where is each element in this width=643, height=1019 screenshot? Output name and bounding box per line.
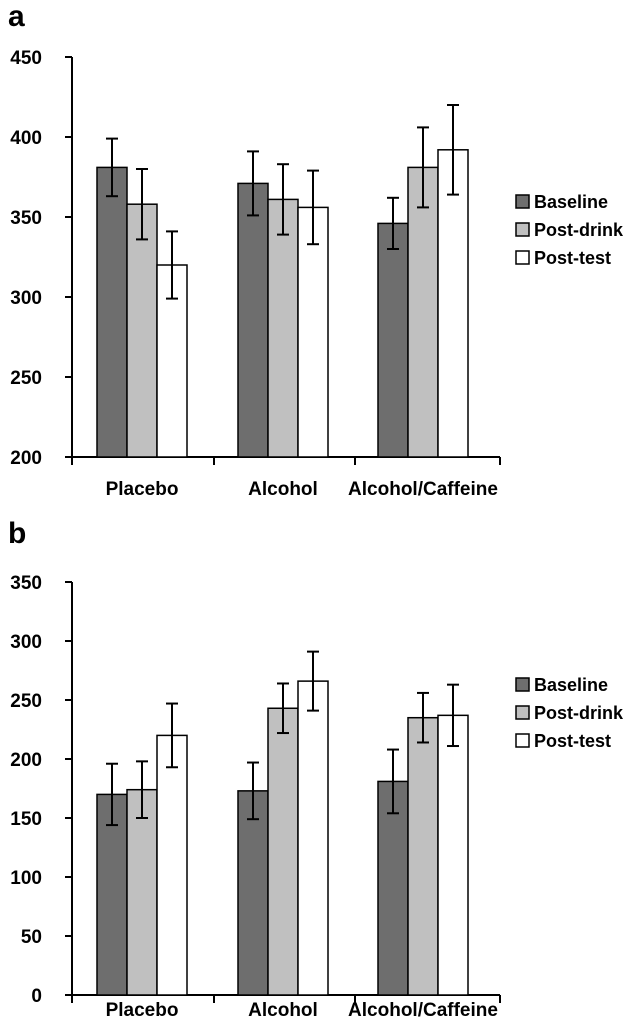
y-tick-label: 350 [10,208,42,229]
legend-swatch-post-test [516,251,529,264]
chart-a: 200 250 300 350 400 450 Placebo Alcohol Alcohol/… [0,0,643,510]
y-tick-label: 150 [10,809,42,830]
y-tick-label: 0 [31,986,42,1007]
bar-baseline-alcohol-caffeine [378,223,408,457]
x-category-label: Alcohol [248,1000,318,1019]
bar-baseline-alcohol [238,791,268,995]
bar-post-test-alcohol [298,681,328,995]
bar-baseline-placebo [97,167,127,457]
y-tick-label: 200 [10,448,42,469]
legend-label-post-drink: Post-drink [534,703,624,723]
y-tick-label: 350 [10,573,42,594]
legend-swatch-post-test [516,734,529,747]
y-tick-label: 400 [10,128,42,149]
bar-post-test-alcohol-caffeine [438,715,468,995]
legend-label-baseline: Baseline [534,675,608,695]
bar-post-drink-alcohol [268,708,298,995]
legend-label-baseline: Baseline [534,192,608,212]
legend-label-post-test: Post-test [534,248,611,268]
x-category-label: Alcohol/Caffeine [348,479,498,500]
legend-swatch-post-drink [516,223,529,236]
bar-baseline-alcohol [238,183,268,457]
x-category-label: Alcohol/Caffeine [348,1000,498,1019]
legend-swatch-baseline [516,195,529,208]
bar-post-test-alcohol-caffeine [438,150,468,457]
bar-post-drink-alcohol-caffeine [408,167,438,457]
legend-label-post-test: Post-test [534,731,611,751]
y-tick-label: 300 [10,288,42,309]
chart-panel-b: b 0 50 100 150 200 250 300 350 Placebo Alcohol Alc… [0,510,643,1019]
chart-b: 0 50 100 150 200 250 300 350 Placebo Alcohol Alcoh… [0,510,643,1019]
chart-panel-a: a 200 250 300 350 400 450 Placebo Alcohol Alcoho… [0,0,643,510]
y-tick-label: 450 [10,48,42,69]
bar-post-drink-placebo [127,204,157,457]
y-tick-label: 250 [10,368,42,389]
bar-post-test-placebo [157,735,187,995]
x-category-label: Alcohol [248,479,318,500]
bar-post-drink-placebo [127,790,157,995]
legend-swatch-baseline [516,678,529,691]
y-tick-label: 100 [10,868,42,889]
bar-post-drink-alcohol [268,199,298,457]
y-tick-label: 50 [21,927,42,948]
x-category-label: Placebo [106,1000,179,1019]
legend-label-post-drink: Post-drink [534,220,624,240]
x-category-label: Placebo [106,479,179,500]
y-tick-label: 300 [10,632,42,653]
y-tick-label: 250 [10,691,42,712]
y-tick-label: 200 [10,750,42,771]
bar-post-drink-alcohol-caffeine [408,718,438,995]
legend-swatch-post-drink [516,706,529,719]
